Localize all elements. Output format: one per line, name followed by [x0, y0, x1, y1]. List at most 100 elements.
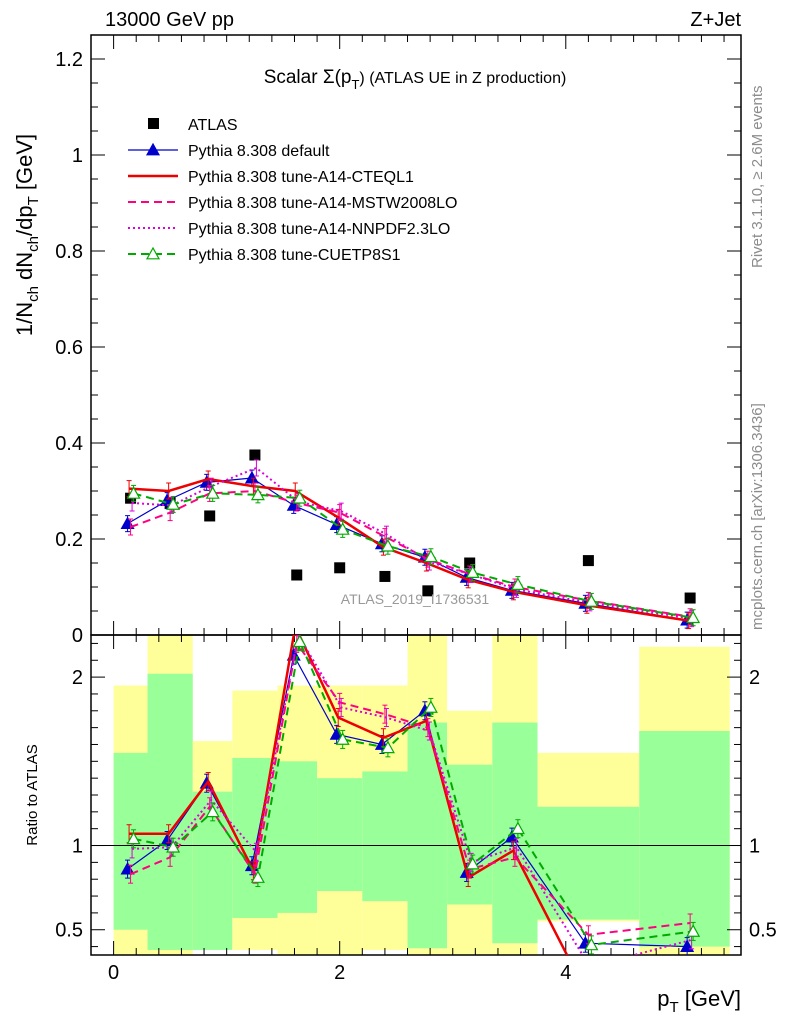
series-marker — [244, 470, 259, 484]
legend: ATLAS Pythia 8.308 default Pythia 8.308 tu… — [128, 117, 457, 264]
series-line-5 — [133, 492, 694, 619]
series-marker — [380, 538, 395, 552]
ratio-tick-label: 2 — [72, 667, 83, 689]
ratio-line-5 — [133, 638, 694, 946]
ratio-band-green — [277, 761, 318, 913]
ratio-marker — [205, 804, 220, 818]
data-point-atlas — [291, 569, 303, 581]
series-marker — [465, 565, 480, 579]
data-point-atlas — [334, 562, 346, 574]
ratio-marker — [250, 870, 265, 883]
data-point-atlas — [582, 555, 594, 567]
y-tick-label: 1.2 — [55, 49, 83, 71]
y-axis-label-part: /dp — [12, 205, 37, 236]
y-axis-label-part: [GeV] — [12, 134, 37, 196]
series-marker — [686, 610, 701, 624]
ratio-uncertainty-bands — [91, 635, 741, 955]
chart-title: Scalar Σ(pT) (ATLAS UE in Z production) — [264, 67, 567, 92]
series-marker — [166, 497, 181, 510]
ratio-marker — [423, 700, 438, 713]
ratio-line-4 — [132, 635, 692, 955]
ratio-marker — [465, 856, 480, 870]
data-point-atlas — [379, 570, 391, 582]
legend-entry: Pythia 8.308 default — [188, 143, 330, 160]
rivet-label: Rivet 3.1.10, ≥ 2.6M events — [749, 86, 766, 269]
data-point-atlas — [684, 592, 696, 604]
x-tick-label: 2 — [334, 962, 345, 984]
ratio-marker — [126, 831, 141, 845]
x-axis-label-main: p — [657, 986, 669, 1011]
y-tick-label: 0.2 — [55, 529, 83, 551]
y-axis-label-part: ch — [25, 286, 42, 302]
x-tick-label: 4 — [560, 962, 571, 984]
series-marker — [423, 549, 438, 563]
y-tick-label: 0.6 — [55, 337, 83, 359]
x-axis-label-sub: T — [669, 999, 678, 1016]
ratio-marker — [584, 937, 599, 951]
legend-entry: Pythia 8.308 tune-CUETP8S1 — [188, 247, 401, 264]
series-marker — [510, 577, 525, 591]
y-axis-label-part: dN — [12, 252, 37, 286]
legend-entry: ATLAS — [188, 117, 238, 134]
series-marker — [335, 522, 350, 535]
y-tick-label: 0.4 — [55, 433, 83, 455]
y-axis-label-part: ch — [25, 236, 42, 252]
ratio-band-green — [407, 722, 448, 949]
ratio-marker — [510, 821, 525, 835]
ratio-band-green — [639, 731, 730, 947]
header-right: Z+Jet — [690, 9, 741, 31]
ratio-tick-label: 1 — [72, 836, 83, 858]
ratio-band-green — [232, 757, 278, 918]
data-point-atlas — [422, 585, 434, 597]
ratio-line-3 — [130, 640, 691, 936]
y-tick-label: 1 — [72, 145, 83, 167]
ratio-tick-label: 0.5 — [55, 920, 83, 942]
ratio-tick-label-right: 1 — [749, 836, 760, 858]
ratio-marker — [686, 924, 701, 937]
y-axis-label: 1/Nch dNch/dpT [GeV] — [12, 134, 42, 336]
ratio-series — [120, 635, 701, 955]
series-marker — [250, 487, 265, 501]
header-left: 13000 GeV pp — [105, 9, 234, 31]
ratio-line-2 — [129, 635, 569, 955]
chart-title-prefix: Scalar Σ(p — [264, 67, 352, 88]
ratio-band-green — [447, 764, 493, 905]
analysis-watermark: ATLAS_2019_I1736531 — [341, 591, 490, 607]
y-axis-label-part: 1/N — [12, 302, 37, 336]
ratio-marker — [335, 732, 350, 745]
ratio-y-axis-label: Ratio to ATLAS — [24, 744, 41, 845]
data-point-atlas — [464, 557, 476, 569]
mcplots-label: mcplots.cern.ch [arXiv:1306.3436] — [749, 403, 766, 630]
y-axis-label-part: T — [25, 196, 42, 205]
legend-marker-atlas — [148, 118, 159, 129]
series-marker — [292, 490, 307, 504]
x-tick-label: 0 — [108, 962, 119, 984]
axes: 0 2 4 0 0.2 0.4 0.6 0.8 1 1.2 0.5 0.5 1 1 2 2 — [55, 35, 777, 984]
data-point-atlas — [204, 510, 216, 522]
ratio-band-green — [537, 806, 640, 920]
ratio-band-green — [317, 778, 363, 891]
series-marker — [584, 594, 599, 607]
ratio-marker — [166, 839, 181, 853]
ratio-marker — [292, 635, 307, 648]
x-axis-label: pT [GeV] — [657, 986, 741, 1016]
ratio-marker — [380, 740, 395, 754]
chart-title-suffix: ) (ATLAS UE in Z production) — [359, 70, 566, 87]
legend-entry: Pythia 8.308 tune-A14-MSTW2008LO — [188, 195, 457, 212]
main-series — [120, 449, 701, 630]
ratio-tick-label-right: 2 — [749, 667, 760, 689]
series-line-2 — [128, 477, 689, 622]
legend-marker — [145, 142, 161, 156]
legend-marker — [145, 246, 161, 260]
chart-title-sub: T — [351, 77, 359, 92]
x-axis-label-suffix: [GeV] — [679, 986, 741, 1011]
y-tick-label: 0 — [72, 625, 83, 647]
ratio-band-green — [362, 771, 408, 902]
series-marker — [205, 486, 220, 499]
legend-entry: Pythia 8.308 tune-A14-NNPDF2.3LO — [188, 221, 450, 238]
legend-entry: Pythia 8.308 tune-A14-CTEQL1 — [188, 169, 414, 186]
ratio-tick-label-right: 0.5 — [749, 920, 777, 942]
data-point-atlas — [249, 449, 261, 461]
y-tick-label: 0.8 — [55, 241, 83, 263]
